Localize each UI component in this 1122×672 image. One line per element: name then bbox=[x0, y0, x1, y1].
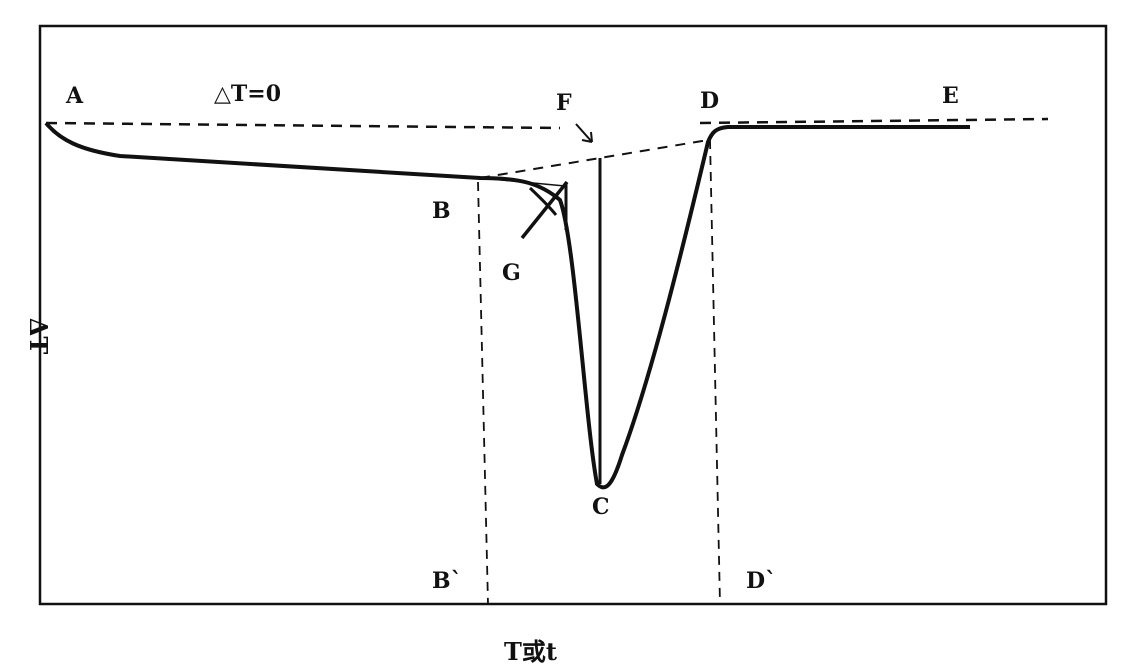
point-label-c: C bbox=[592, 494, 610, 520]
d-guide-line bbox=[709, 139, 721, 605]
f-arrow bbox=[575, 123, 593, 143]
tangent-line bbox=[520, 180, 569, 240]
y-axis-label: ΔT bbox=[24, 318, 53, 355]
extrapolated-left-baseline bbox=[479, 177, 566, 187]
dta-curve-path bbox=[44, 121, 970, 490]
point-label-e: E bbox=[942, 83, 959, 109]
f-arrowhead bbox=[581, 131, 593, 143]
dta-curve bbox=[44, 121, 970, 490]
plot-frame bbox=[38, 24, 1108, 606]
point-label-d-prime: D` bbox=[746, 568, 776, 594]
zero-baseline bbox=[45, 117, 1049, 179]
point-label-a: A bbox=[65, 83, 84, 109]
point-label-d: D bbox=[700, 88, 719, 114]
x-axis-label: T或t bbox=[504, 637, 557, 666]
b-guide-line bbox=[477, 181, 489, 605]
vertical-guides bbox=[477, 139, 721, 605]
zero-baseline-path-right bbox=[699, 117, 1049, 125]
tangent-cross-line bbox=[528, 186, 558, 216]
zero-baseline-path bbox=[45, 121, 561, 130]
point-label-f: F bbox=[556, 90, 572, 116]
f-arrow-shaft bbox=[575, 123, 593, 143]
baseline-label: △T=0 bbox=[214, 81, 281, 107]
point-label-b-prime: B` bbox=[432, 568, 462, 594]
point-label-b: B bbox=[432, 198, 451, 224]
interpolated-baseline bbox=[479, 139, 709, 179]
point-label-g: G bbox=[502, 260, 521, 286]
